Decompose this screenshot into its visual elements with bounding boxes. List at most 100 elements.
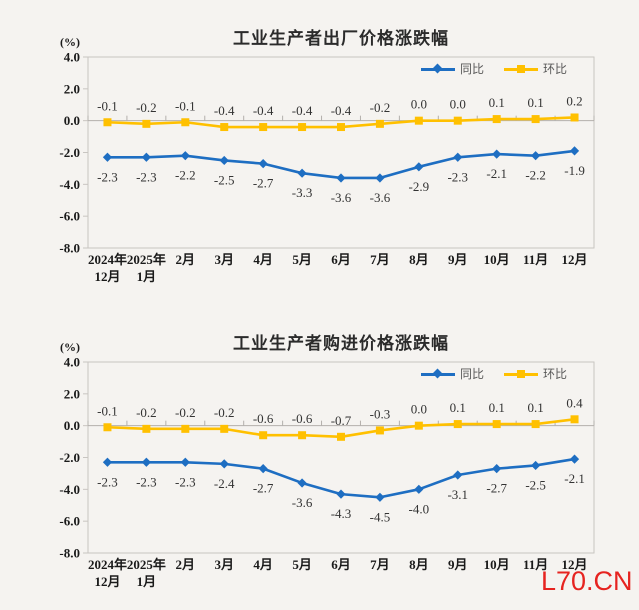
data-label: -3.1 — [447, 487, 468, 502]
legend-label-yoy: 同比 — [459, 62, 484, 76]
x-tick-label: 5月 — [292, 252, 312, 267]
chart-legend: 同比 环比 — [420, 368, 567, 380]
x-tick-label: 12月 — [94, 574, 120, 589]
data-point — [414, 162, 424, 172]
mom-line-marker-icon — [503, 64, 538, 74]
data-point — [220, 123, 229, 132]
legend-item-mom: 环比 — [503, 368, 567, 380]
y-tick-label: -4.0 — [59, 177, 80, 192]
data-label: -0.2 — [370, 100, 391, 115]
data-label: -2.3 — [175, 474, 196, 489]
data-label: 0.2 — [566, 93, 582, 108]
legend-label-mom: 环比 — [542, 62, 567, 76]
site-watermark: L70.CN — [541, 566, 633, 596]
x-tick-label: 9月 — [448, 252, 468, 267]
data-label: -0.2 — [136, 405, 157, 420]
chart-legend: 同比 环比 — [420, 62, 567, 76]
data-label: -2.2 — [175, 168, 196, 183]
x-tick-label: 8月 — [409, 557, 429, 572]
x-tick-label: 12月 — [562, 557, 588, 572]
y-axis: 4.0 2.0 0.0 -2.0 -4.0 -6.0 -8.0 — [59, 355, 88, 561]
data-point — [570, 113, 579, 122]
plot-border — [87, 56, 595, 249]
data-point — [531, 460, 541, 471]
data-point — [414, 421, 423, 430]
x-axis — [87, 420, 595, 427]
data-label: -3.6 — [292, 495, 313, 510]
series-yoy: -2.3 -2.3 -2.2 -2.5 -2.7 -3.3 -3.6 -3.6 -2.9 -2.3… — [97, 146, 585, 205]
data-point — [141, 152, 151, 162]
x-tick-label: 3月 — [214, 557, 234, 572]
x-tick-labels: 2024年 12月 2025年 1月 2月 3月 4月 5月 6月 7月 8月 9月 10月 11月 12月 — [88, 252, 588, 284]
data-label: -0.7 — [331, 413, 352, 428]
data-point — [142, 119, 151, 128]
legend-item-yoy: 同比 — [420, 62, 484, 76]
data-label: -0.1 — [97, 403, 118, 418]
y-axis-unit-label: (%) — [60, 35, 80, 49]
x-tick-label: 12月 — [562, 252, 588, 267]
x-tick-label: 2024年 — [88, 557, 127, 572]
data-label: 0.1 — [527, 95, 543, 110]
y-tick-label: 2.0 — [64, 81, 80, 96]
data-point — [181, 424, 190, 433]
legend-item-mom: 环比 — [503, 62, 567, 76]
y-tick-label: 4.0 — [64, 50, 80, 65]
y-tick-label: -2.0 — [59, 450, 80, 465]
x-tick-label: 6月 — [331, 557, 351, 572]
data-point — [414, 484, 424, 494]
y-tick-label: -6.0 — [59, 514, 80, 529]
data-point — [102, 457, 113, 467]
data-label: -0.2 — [214, 405, 235, 420]
data-label: -0.2 — [175, 405, 196, 420]
data-point — [219, 459, 229, 469]
data-label: -2.4 — [214, 476, 235, 491]
data-label: 0.0 — [411, 402, 427, 417]
chart-factory-gate-prices: (%) 工业生产者出厂价格涨跌幅 4.0 2.0 0.0 -2.0 -4.0 -6.0 -8… — [59, 29, 595, 284]
x-tick-label: 3月 — [214, 252, 234, 267]
series-yoy: -2.3 -2.3 -2.3 -2.4 -2.7 -3.6 -4.3 -4.5 -4.0 -3.1… — [97, 454, 585, 524]
data-point — [375, 119, 384, 128]
data-point — [298, 431, 307, 440]
data-label: -0.4 — [253, 103, 274, 118]
data-label: -0.4 — [214, 103, 235, 118]
data-point — [570, 415, 579, 424]
data-point — [414, 116, 423, 125]
y-tick-label: -8.0 — [59, 546, 80, 561]
x-tick-label: 5月 — [292, 557, 312, 572]
y-tick-label: -8.0 — [59, 241, 80, 256]
x-tick-label: 10月 — [484, 557, 510, 572]
data-point — [492, 115, 501, 124]
x-tick-label: 1月 — [137, 269, 157, 284]
data-point — [337, 123, 345, 132]
data-point — [453, 420, 462, 429]
data-point — [102, 152, 113, 162]
data-point — [298, 123, 307, 132]
chart-purchase-prices: (%) 工业生产者购进价格涨跌幅 4.0 2.0 0.0 -2.0 -4.0 -6.0 -8… — [0, 305, 639, 610]
data-point — [142, 424, 151, 433]
data-point — [531, 420, 540, 429]
x-tick-label: 7月 — [370, 252, 390, 267]
data-label: -4.0 — [409, 501, 430, 516]
y-tick-label: 2.0 — [64, 386, 80, 401]
series-mom: -0.1 -0.2 -0.2 -0.2 -0.6 -0.6 -0.7 -0.3 0.0 0.1 0.… — [97, 395, 583, 441]
data-point — [180, 151, 190, 161]
data-label: 0.1 — [489, 400, 505, 415]
data-label: 0.1 — [489, 95, 505, 110]
data-point — [492, 420, 501, 429]
chart-title: 工业生产者出厂价格涨跌幅 — [233, 29, 449, 48]
data-label: -0.6 — [253, 411, 274, 426]
x-tick-label: 2月 — [176, 252, 196, 267]
data-label: 0.4 — [566, 395, 583, 410]
data-point — [492, 464, 502, 474]
y-tick-label: 0.0 — [64, 418, 80, 433]
x-tick-label: 8月 — [409, 252, 429, 267]
data-label: 0.0 — [450, 97, 466, 112]
data-point — [259, 431, 268, 440]
data-label: -2.3 — [97, 169, 118, 184]
x-tick-label: 2月 — [176, 557, 196, 572]
x-tick-label: 1月 — [137, 574, 157, 589]
data-point — [531, 115, 540, 124]
y-axis: 4.0 2.0 0.0 -2.0 -4.0 -6.0 -8.0 — [59, 50, 88, 256]
chart-title: 工业生产者购进价格涨跌幅 — [233, 334, 449, 353]
data-label: -0.1 — [97, 98, 118, 113]
